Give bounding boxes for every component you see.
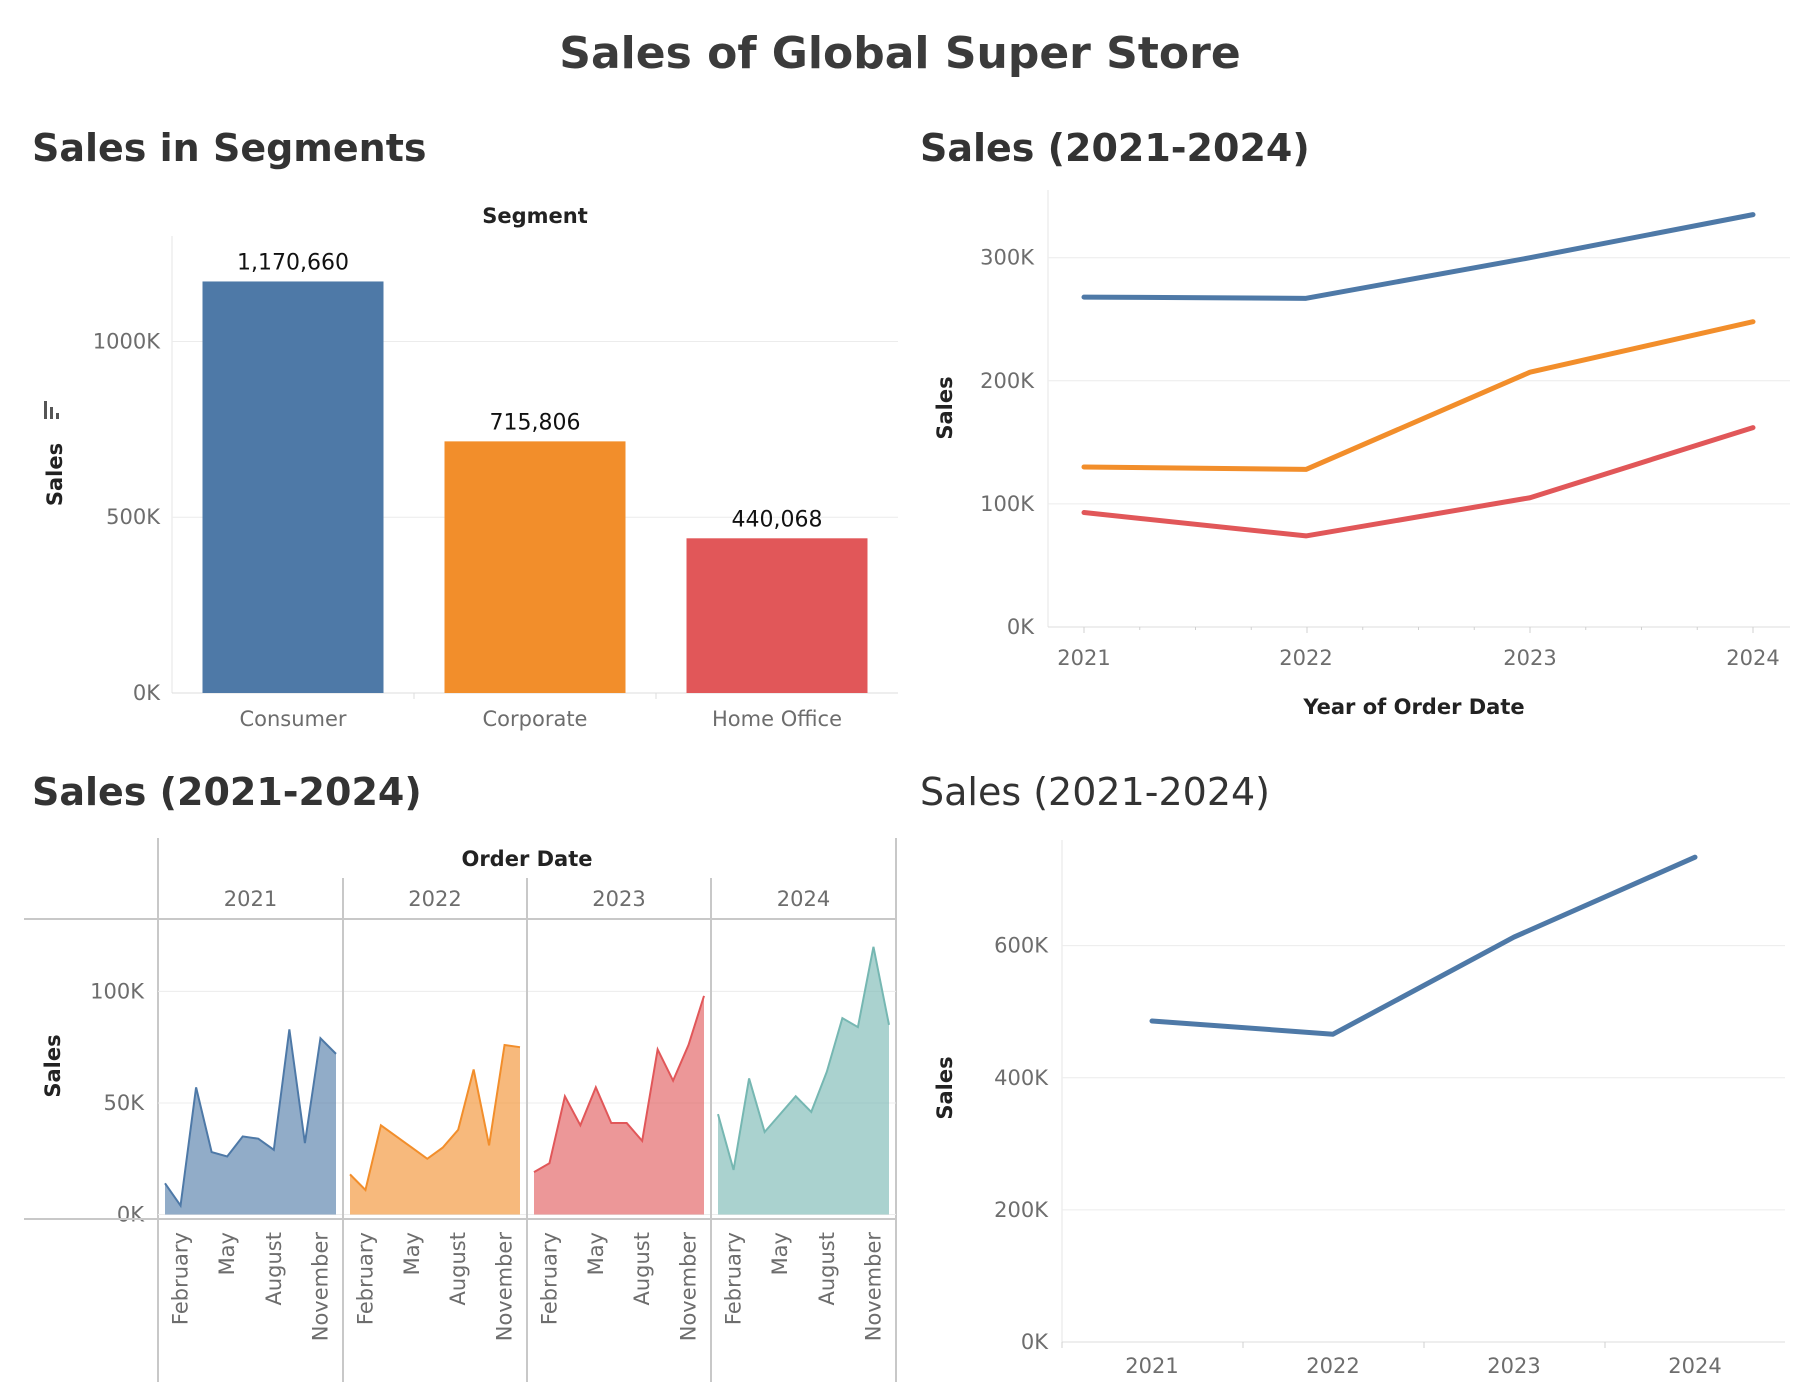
- monthly-x-tick-label: May: [768, 1232, 792, 1275]
- yearly-x-tick-label: 2023: [1503, 646, 1556, 670]
- monthly-x-tick-label: November: [677, 1232, 701, 1342]
- yearly-x-axis-title: Year of Order Date: [1302, 695, 1524, 719]
- sort-icon: [56, 413, 59, 419]
- yearly-series-line: [1081, 425, 1756, 539]
- monthly-chart-title: Sales (2021-2024): [32, 770, 422, 814]
- monthly-area: [534, 995, 704, 1215]
- segment-column-header: Segment: [482, 204, 588, 228]
- yearly-y-axis-title: Sales: [933, 376, 957, 439]
- monthly-area: [350, 1044, 520, 1215]
- monthly-y-axis-title: Sales: [41, 1034, 65, 1097]
- monthly-area-outline: [349, 1043, 521, 1192]
- segment-data-label: 440,068: [732, 507, 823, 532]
- segments-chart-title: Sales in Segments: [32, 126, 427, 170]
- monthly-column-header: Order Date: [461, 847, 592, 871]
- dashboard-title: Sales of Global Super Store: [559, 28, 1241, 79]
- monthly-x-tick-label: November: [308, 1232, 332, 1342]
- total-series-line: [1149, 854, 1698, 1037]
- monthly-x-tick-label: May: [215, 1232, 239, 1275]
- segment-data-label: 715,806: [490, 410, 581, 435]
- monthly-x-tick-label: February: [169, 1232, 193, 1325]
- segment-bar: [686, 538, 868, 693]
- monthly-area: [718, 946, 889, 1215]
- yearly-x-tick-label: 2024: [1726, 646, 1779, 670]
- monthly-x-tick-label: February: [353, 1232, 377, 1325]
- segment-y-axis-title: Sales: [43, 443, 67, 506]
- total-y-tick-label: 200K: [994, 1198, 1049, 1222]
- monthly-year-header: 2024: [777, 887, 830, 911]
- segment-bar: [202, 281, 384, 693]
- segment-y-tick-label: 500K: [106, 505, 161, 529]
- sort-icon: [44, 401, 47, 419]
- monthly-y-tick-label: 100K: [90, 979, 145, 1003]
- yearly-chart-title: Sales (2021-2024): [920, 126, 1310, 170]
- monthly-x-tick-label: November: [493, 1232, 517, 1342]
- total-x-tick-label: 2023: [1487, 1354, 1540, 1378]
- yearly-y-tick-label: 100K: [980, 492, 1035, 516]
- monthly-x-tick-label: February: [722, 1232, 746, 1325]
- segment-bar: [444, 441, 626, 693]
- segment-y-tick-label: 1000K: [93, 329, 161, 353]
- segment-x-tick-label: Consumer: [239, 707, 346, 731]
- monthly-x-tick-label: August: [815, 1232, 839, 1306]
- segment-data-label: 1,170,660: [237, 250, 349, 275]
- yearly-series-line: [1081, 319, 1756, 472]
- total-y-axis-title: Sales: [933, 1056, 957, 1119]
- segment-x-tick-label: Corporate: [483, 707, 588, 731]
- monthly-area-outline: [164, 1029, 337, 1209]
- yearly-y-tick-label: 300K: [980, 246, 1035, 270]
- monthly-x-tick-label: August: [262, 1232, 286, 1306]
- total-chart-title: Sales (2021-2024): [920, 770, 1270, 814]
- total-x-tick-label: 2021: [1125, 1354, 1178, 1378]
- total-y-tick-label: 600K: [994, 934, 1049, 958]
- monthly-year-header: 2022: [408, 887, 461, 911]
- monthly-x-tick-label: May: [584, 1232, 608, 1275]
- total-y-tick-label: 0K: [1021, 1330, 1049, 1354]
- yearly-x-tick-label: 2021: [1057, 646, 1110, 670]
- segment-y-tick-label: 0K: [133, 681, 161, 705]
- yearly-series-line: [1081, 212, 1756, 301]
- yearly-x-tick-label: 2022: [1279, 646, 1332, 670]
- monthly-year-header: 2021: [224, 887, 277, 911]
- sort-icon: [50, 407, 53, 419]
- monthly-y-tick-label: 50K: [104, 1091, 146, 1115]
- monthly-x-tick-label: August: [446, 1232, 470, 1306]
- monthly-area-outline: [717, 946, 890, 1171]
- monthly-x-tick-label: May: [400, 1232, 424, 1275]
- monthly-area-outline: [533, 995, 705, 1174]
- monthly-x-tick-label: November: [861, 1232, 885, 1342]
- total-x-tick-label: 2024: [1668, 1354, 1721, 1378]
- monthly-x-tick-label: August: [630, 1232, 654, 1306]
- monthly-area: [165, 1029, 336, 1215]
- segment-x-tick-label: Home Office: [712, 707, 842, 731]
- yearly-y-tick-label: 0K: [1007, 615, 1035, 639]
- total-y-tick-label: 400K: [994, 1066, 1049, 1090]
- total-x-tick-label: 2022: [1306, 1354, 1359, 1378]
- yearly-y-tick-label: 200K: [980, 369, 1035, 393]
- monthly-x-tick-label: February: [537, 1232, 561, 1325]
- monthly-y-tick-label: 0K: [117, 1203, 145, 1227]
- monthly-year-header: 2023: [592, 887, 645, 911]
